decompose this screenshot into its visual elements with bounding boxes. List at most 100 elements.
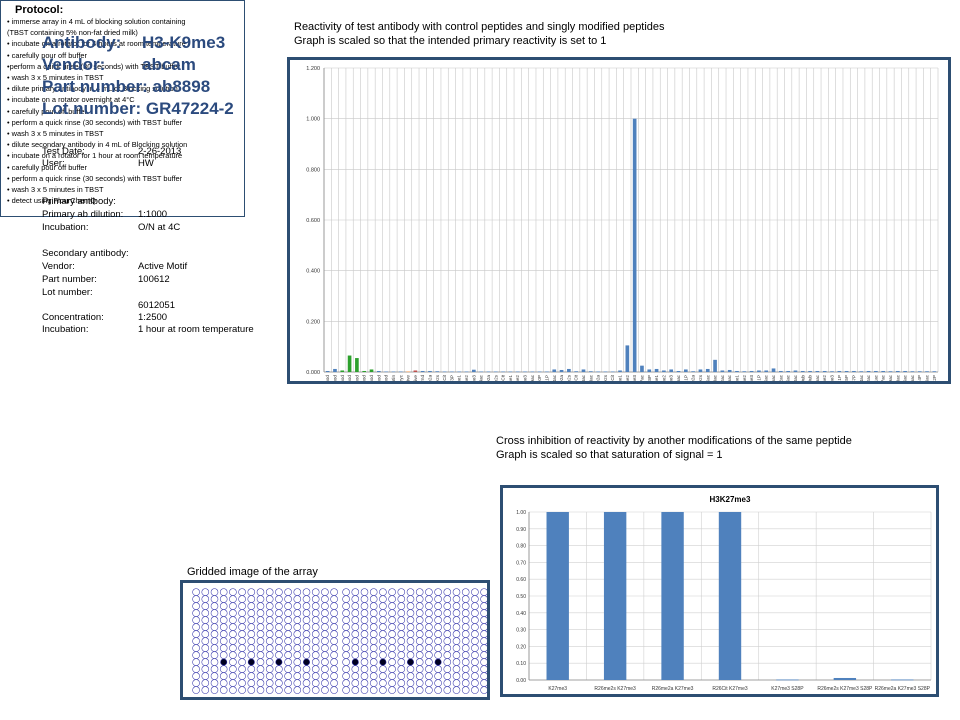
array-cell — [379, 679, 387, 687]
bar — [420, 370, 425, 372]
secondary-conc-label: Concentration: — [42, 312, 104, 323]
array-cell — [311, 595, 320, 603]
x-tick-label: BiAgrnd — [420, 375, 425, 381]
array-cell — [443, 658, 452, 666]
array-cell — [388, 623, 396, 631]
bar — [727, 369, 732, 372]
array-spot — [303, 658, 310, 666]
array-cell — [275, 651, 283, 659]
array-cell — [452, 651, 461, 659]
array-cell — [192, 651, 200, 659]
x-tick-label: H3 R2Cit — [442, 374, 447, 381]
protocol-step: • carefully pour off buffer — [7, 50, 87, 60]
x-tick-label: H3 K4me2 — [464, 375, 469, 381]
array-cell — [379, 651, 387, 659]
array-cell — [293, 616, 302, 624]
bar — [391, 371, 396, 373]
array-cell — [388, 672, 396, 680]
array-cell — [406, 665, 415, 673]
x-tick-label: H3 K36me1 — [654, 375, 659, 381]
array-cell — [192, 616, 200, 624]
array-cell — [330, 623, 338, 631]
bar — [891, 679, 914, 681]
array-cell — [461, 686, 470, 694]
test-date-label: Test Date: — [42, 146, 85, 157]
protocol-step: • immerse array in 4 mL of blocking solu… — [7, 17, 186, 26]
array-cell — [406, 630, 415, 638]
array-cell — [192, 602, 200, 610]
array-cell — [434, 602, 442, 610]
bar — [479, 371, 483, 373]
array-cell — [388, 595, 396, 603]
array-cell — [379, 588, 387, 596]
array-cell — [379, 672, 387, 680]
array-cell — [415, 686, 424, 694]
array-spot — [379, 658, 387, 666]
array-cell — [443, 651, 452, 659]
array-cell — [379, 665, 387, 673]
array-cell — [480, 602, 487, 610]
x-tick-label: H3 R26Cit — [610, 374, 615, 381]
array-cell — [434, 644, 442, 652]
array-cell — [425, 672, 433, 680]
x-tick-label: H2a K5ac — [764, 374, 769, 381]
array-cell — [342, 672, 350, 680]
x-tick-label: H2b K15ac — [786, 374, 791, 381]
array-cell — [360, 609, 369, 617]
y-tick-label: 0.80 — [516, 544, 526, 550]
array-cell — [311, 609, 320, 617]
bar — [874, 370, 878, 372]
array-cell — [461, 623, 470, 631]
array-cell — [201, 672, 210, 680]
protocol-step: • dilute secondary antibody in 4 mL of B… — [7, 140, 188, 150]
secondary-part-value: 100612 — [138, 274, 170, 285]
array-cell — [480, 630, 487, 638]
array-cell — [311, 644, 320, 652]
antibody-label: Antibody: — [42, 33, 122, 52]
array-caption: Gridded image of the array — [187, 566, 318, 578]
array-cell — [434, 637, 442, 645]
array-cell — [265, 630, 274, 638]
array-cell — [238, 665, 246, 673]
array-cell — [471, 686, 479, 694]
array-cell — [461, 679, 470, 687]
array-cell — [284, 665, 292, 673]
bar — [786, 370, 790, 372]
lot-number: Lot number: GR47224-2 — [42, 99, 234, 118]
x-tick-label: H3 K4me3 — [471, 375, 476, 381]
array-spot — [220, 658, 228, 666]
array-cell — [201, 637, 210, 645]
array-cell — [284, 630, 292, 638]
bar — [833, 677, 857, 680]
array-cell — [330, 686, 338, 694]
x-tick-label: H3 R8me2s — [493, 374, 498, 381]
array-cell — [452, 602, 461, 610]
array-cell — [330, 602, 338, 610]
array-cell — [219, 651, 228, 659]
x-tick-label: H4 K12ac — [720, 374, 725, 381]
chart2-frame: H3K27me3 0.00 0.10 0.20 0.30 0.40 0.50 0.60 0.70… — [500, 485, 939, 697]
array-cell — [369, 616, 378, 624]
bar — [625, 345, 630, 372]
array-cell — [480, 658, 487, 666]
array-cell — [452, 658, 461, 666]
array-cell — [351, 686, 360, 694]
array-cell — [238, 616, 246, 624]
array-cell — [293, 609, 302, 617]
array-cell — [342, 623, 350, 631]
array-cell — [284, 623, 292, 631]
array-cell — [311, 665, 320, 673]
array-cell — [256, 616, 265, 624]
array-cell — [443, 623, 452, 631]
array-cell — [452, 644, 461, 652]
array-spot — [407, 658, 414, 666]
array-cell — [201, 651, 210, 659]
array-cell — [229, 602, 237, 610]
array-cell — [275, 602, 283, 610]
x-tick-label: H2a K36ac — [910, 374, 915, 381]
x-tick-label: H2a K119ub — [800, 375, 805, 381]
array-cell — [219, 665, 228, 673]
array-cell — [415, 602, 424, 610]
array-cell — [229, 658, 237, 666]
array-cell — [369, 644, 378, 652]
